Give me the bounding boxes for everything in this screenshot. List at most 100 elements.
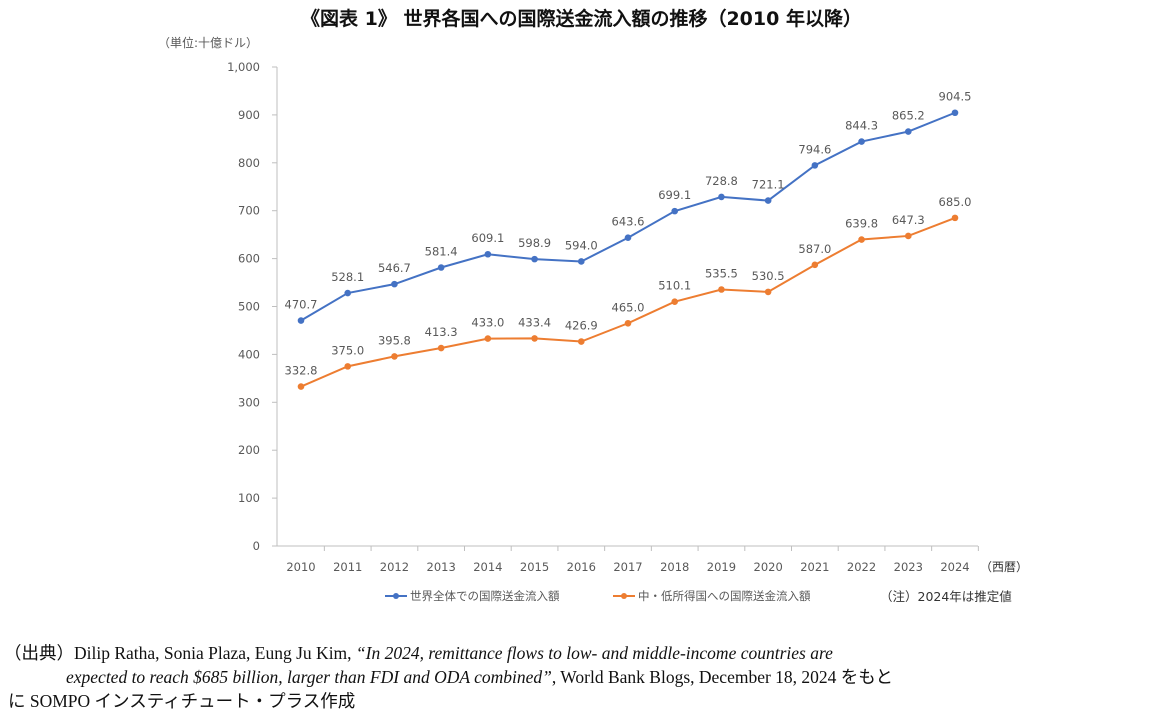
x-tick-label: 2020 <box>754 560 783 574</box>
source-article-title-1: “In 2024, remittance flows to low- and m… <box>355 643 833 663</box>
data-point <box>718 193 725 201</box>
data-point <box>811 162 819 169</box>
y-tick-label: 1,000 <box>227 60 260 74</box>
data-label: 433.0 <box>471 316 504 330</box>
y-tick-label: 100 <box>238 491 260 505</box>
data-point <box>764 197 772 204</box>
x-tick-label: 2010 <box>286 560 315 574</box>
data-label: 904.5 <box>939 90 972 104</box>
x-axis-unit-label: （西暦） <box>980 560 1028 574</box>
data-label: 535.5 <box>705 266 738 280</box>
data-point <box>391 353 398 360</box>
data-label: 530.5 <box>752 269 785 283</box>
x-tick-label: 2019 <box>707 560 736 574</box>
data-point <box>484 335 492 342</box>
data-label: 426.9 <box>565 319 598 333</box>
data-point <box>951 109 959 117</box>
legend-label-2: 中・低所得国への国際送金流入額 <box>638 589 811 603</box>
data-label: 647.3 <box>892 213 925 227</box>
data-point <box>624 234 632 242</box>
data-label: 728.8 <box>705 174 738 188</box>
data-point <box>671 298 679 305</box>
data-point <box>904 232 912 240</box>
data-label: 433.4 <box>518 315 551 329</box>
data-label: 865.2 <box>892 109 925 123</box>
data-point <box>437 344 445 352</box>
data-label: 594.0 <box>565 238 598 252</box>
data-label: 721.1 <box>752 178 785 192</box>
data-label: 699.1 <box>658 188 691 202</box>
data-point <box>577 258 585 265</box>
data-label: 528.1 <box>331 270 364 284</box>
data-point <box>718 286 725 293</box>
data-point <box>811 261 819 269</box>
data-label: 639.8 <box>845 217 878 231</box>
data-label: 643.6 <box>612 215 645 229</box>
source-line-1: （出典）Dilip Ratha, Sonia Plaza, Eung Ju Ki… <box>4 640 833 665</box>
data-label: 581.4 <box>425 245 458 259</box>
legend-marker-2 <box>621 593 627 599</box>
y-tick-label: 600 <box>238 252 260 266</box>
y-tick-label: 700 <box>238 204 260 218</box>
data-point <box>858 138 865 145</box>
data-point <box>344 289 352 297</box>
x-tick-label: 2018 <box>660 560 689 574</box>
data-label: 470.7 <box>285 298 318 312</box>
data-point <box>531 335 538 342</box>
y-tick-label: 900 <box>238 108 260 122</box>
data-label: 587.0 <box>798 242 831 256</box>
y-tick-label: 300 <box>238 395 260 409</box>
source-authors: Dilip Ratha, Sonia Plaza, Eung Ju Kim, <box>74 643 356 663</box>
x-tick-label: 2021 <box>800 560 829 574</box>
data-label: 844.3 <box>845 119 878 133</box>
line-chart: （単位:十億ドル） 0 100 200 300 400 500 600 700 800 900 1,0… <box>158 35 1028 604</box>
chart-title: 《図表 1》 世界各国への国際送金流入額の推移（2010 年以降） <box>301 8 862 30</box>
data-point <box>297 383 305 390</box>
data-point <box>624 319 632 327</box>
y-axis-unit-label: （単位:十億ドル） <box>158 35 258 50</box>
x-tick-label: 2015 <box>520 560 549 574</box>
data-point <box>297 317 305 324</box>
source-line-2: expected to reach $685 billion, larger t… <box>66 664 893 689</box>
x-tick-label: 2016 <box>567 560 596 574</box>
data-point <box>484 250 492 258</box>
data-label: 413.3 <box>425 325 458 339</box>
x-tick-label: 2011 <box>333 560 362 574</box>
y-tick-label: 200 <box>238 443 260 457</box>
legend-marker-1 <box>393 593 399 599</box>
source-prefix: （出典） <box>4 643 74 663</box>
chart-note: （注）2024年は推定値 <box>880 589 1012 604</box>
data-label: 609.1 <box>471 231 504 245</box>
data-point <box>531 255 538 263</box>
data-label: 598.9 <box>518 236 551 250</box>
source-article-title-2: expected to reach $685 billion, larger t… <box>66 667 552 687</box>
data-label: 332.8 <box>285 364 318 378</box>
y-tick-label: 800 <box>238 156 260 170</box>
data-point <box>391 280 398 288</box>
data-label: 685.0 <box>939 195 972 209</box>
data-point <box>764 288 772 296</box>
data-point <box>858 236 865 243</box>
x-tick-label: 2017 <box>613 560 642 574</box>
x-tick-label: 2024 <box>940 560 969 574</box>
y-tick-label: 0 <box>253 539 260 553</box>
data-label: 510.1 <box>658 279 691 293</box>
data-label: 375.0 <box>331 343 364 357</box>
data-label: 395.8 <box>378 333 411 347</box>
y-tick-label: 400 <box>238 347 260 361</box>
data-point <box>671 207 679 215</box>
x-tick-label: 2014 <box>473 560 502 574</box>
x-tick-label: 2022 <box>847 560 876 574</box>
x-tick-label: 2012 <box>380 560 409 574</box>
y-tick-label: 500 <box>238 300 260 314</box>
data-label: 465.0 <box>612 300 645 314</box>
source-publisher: , World Bank Blogs, December 18, 2024 をも… <box>551 667 893 687</box>
data-point <box>951 214 959 222</box>
data-point <box>344 363 352 370</box>
data-label: 546.7 <box>378 261 411 275</box>
data-point <box>437 264 445 271</box>
x-tick-label: 2013 <box>427 560 456 574</box>
data-label: 794.6 <box>798 142 831 156</box>
source-line-3: に SOMPO インスティチュート・プラス作成 <box>8 691 356 711</box>
x-tick-label: 2023 <box>894 560 923 574</box>
